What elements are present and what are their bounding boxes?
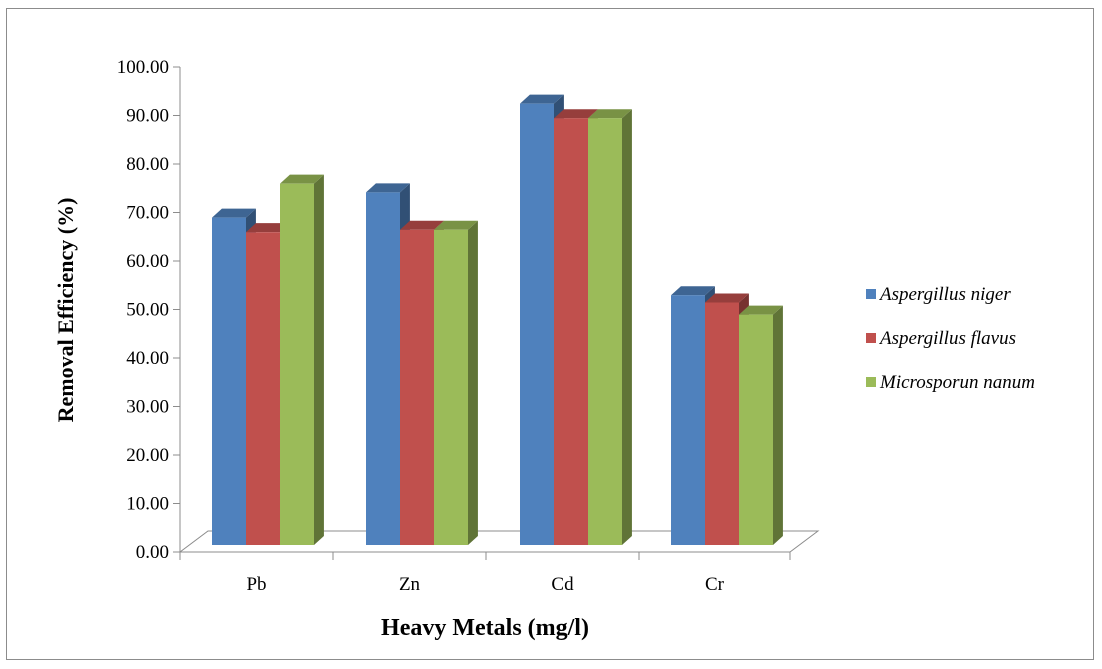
bar-top bbox=[739, 305, 783, 315]
bar-side bbox=[622, 109, 632, 545]
x-axis-title: Heavy Metals (mg/l) bbox=[381, 615, 589, 641]
bar-front bbox=[671, 295, 705, 545]
bar-side bbox=[773, 305, 783, 545]
bar bbox=[739, 305, 783, 545]
legend: Aspergillus niger Aspergillus flavus Micro… bbox=[866, 284, 1035, 393]
legend-swatch bbox=[866, 377, 876, 387]
bar-top bbox=[554, 109, 598, 119]
legend-swatch bbox=[866, 289, 876, 299]
bar-top bbox=[246, 223, 290, 233]
y-tick-label: 90.00 bbox=[126, 106, 169, 127]
bar-top bbox=[366, 183, 410, 193]
bar-front bbox=[400, 229, 434, 545]
bar-front bbox=[705, 302, 739, 545]
bar-top bbox=[434, 220, 478, 230]
bar-front bbox=[739, 314, 773, 545]
bar-front bbox=[520, 103, 554, 546]
x-tick-label: Cr bbox=[705, 574, 725, 595]
x-axis: Pb Zn Cd Cr bbox=[179, 551, 791, 595]
legend-label: Aspergillus flavus bbox=[878, 328, 1016, 349]
y-tick-label: 40.00 bbox=[126, 348, 169, 369]
bar bbox=[434, 220, 478, 545]
bar-top bbox=[671, 286, 715, 296]
y-tick-label: 50.00 bbox=[126, 300, 169, 321]
bar bbox=[588, 109, 632, 545]
bar-front bbox=[280, 183, 314, 546]
legend-label: Aspergillus niger bbox=[878, 284, 1011, 305]
bar-top bbox=[400, 220, 444, 230]
bar-front bbox=[588, 118, 622, 545]
bar-top bbox=[588, 109, 632, 119]
bar bbox=[280, 174, 324, 546]
x-tick-label: Zn bbox=[399, 574, 421, 595]
y-tick-label: 10.00 bbox=[126, 494, 169, 515]
y-tick-label: 70.00 bbox=[126, 203, 169, 224]
y-tick-label: 0.00 bbox=[136, 542, 169, 563]
y-tick-label: 60.00 bbox=[126, 251, 169, 272]
bar-top bbox=[212, 208, 256, 218]
y-tick-label: 20.00 bbox=[126, 445, 169, 466]
x-tick-label: Cd bbox=[551, 574, 574, 595]
y-tick-label: 30.00 bbox=[126, 397, 169, 418]
bar-front bbox=[554, 118, 588, 545]
bar-side bbox=[314, 174, 324, 546]
bar-front bbox=[434, 229, 468, 545]
y-axis: 0.00 10.00 20.00 30.00 40.00 50.00 60.00 70.00 8… bbox=[117, 57, 181, 563]
y-tick-label: 80.00 bbox=[126, 154, 169, 175]
bar-side bbox=[468, 220, 478, 545]
bar-top bbox=[280, 174, 324, 184]
legend-label: Microsporun nanum bbox=[879, 372, 1035, 393]
bar-top bbox=[705, 293, 749, 303]
y-tick-label: 100.00 bbox=[117, 57, 169, 78]
bar-front bbox=[212, 217, 246, 545]
x-tick-label: Pb bbox=[246, 574, 266, 595]
y-axis-title: Removal Efficiency (%) bbox=[53, 198, 78, 423]
bar-front bbox=[366, 192, 400, 545]
bar-top bbox=[520, 94, 564, 104]
bar-front bbox=[246, 232, 280, 546]
bars-layer bbox=[212, 94, 783, 546]
legend-swatch bbox=[866, 333, 876, 343]
